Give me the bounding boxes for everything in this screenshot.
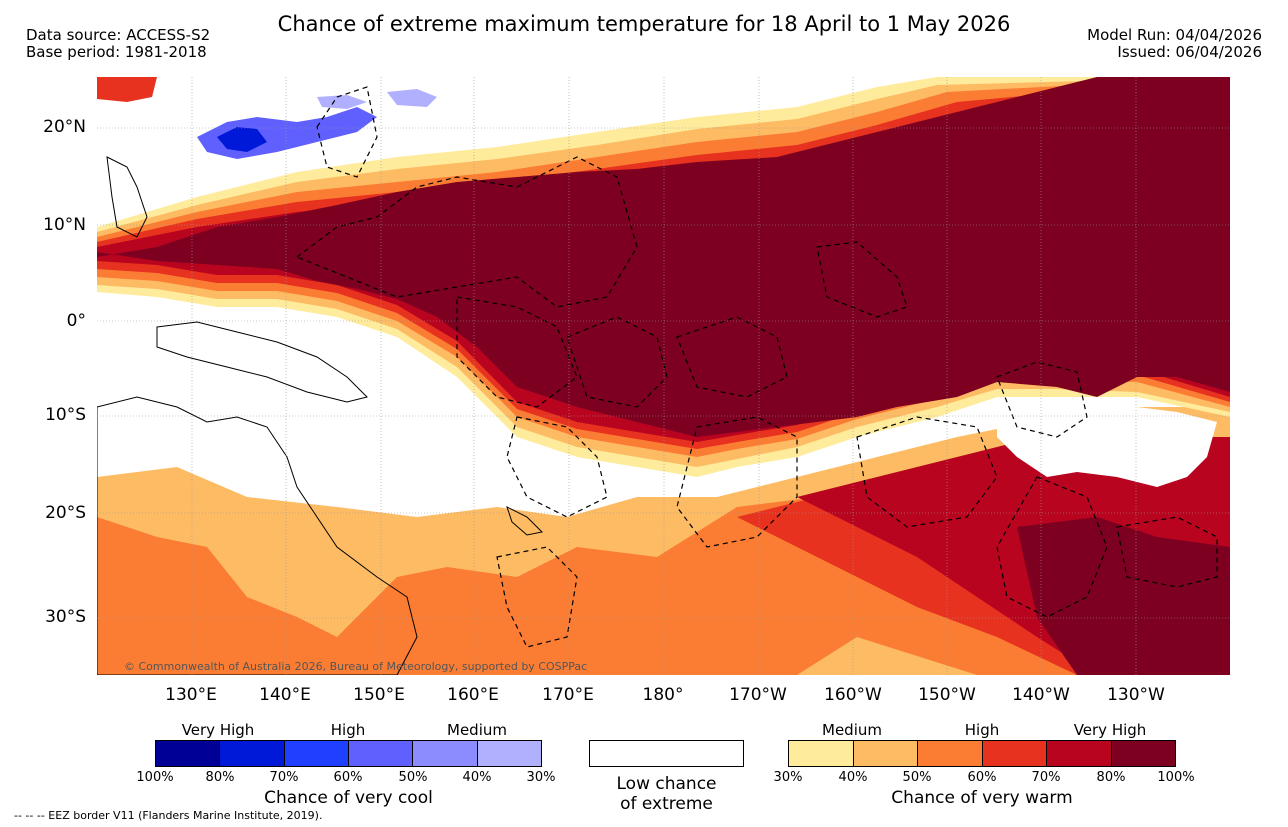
warm-category-medium: Medium	[822, 721, 882, 739]
warm-tick: 100%	[1157, 770, 1195, 785]
eez-border	[496, 546, 578, 648]
lon-label-130e: 130°E	[165, 685, 217, 705]
cool-region-light	[317, 89, 437, 109]
warm-tick: 70%	[1031, 770, 1061, 785]
lat-label-20n: 20°N	[43, 117, 86, 137]
cool-category-very-high: Very High	[181, 721, 255, 739]
low-chance-east	[997, 397, 1217, 487]
eez-footnote: -- -- -- EEZ border V11 (Flanders Marine…	[14, 809, 323, 822]
warm-swatch	[1047, 741, 1112, 766]
lon-label-170w: 170°W	[729, 685, 787, 705]
eez-border	[566, 316, 668, 408]
lon-label-140e: 140°E	[259, 685, 311, 705]
warm-legend-title: Chance of very warm	[891, 788, 1073, 808]
cool-swatch	[348, 741, 414, 766]
warm-region-southeast-dark	[1017, 517, 1230, 675]
eez-border	[996, 361, 1088, 438]
warm-colorbar	[788, 740, 1176, 767]
landmass-philippines	[106, 156, 148, 238]
eez-border	[676, 416, 798, 548]
warm-region-northwest	[97, 77, 157, 102]
lat-label-0: 0°	[66, 311, 86, 331]
map-canvas	[96, 77, 1230, 676]
cool-swatch	[477, 741, 541, 766]
cool-swatch	[284, 741, 349, 766]
source-info: Data source: ACCESS-S2 Base period: 1981…	[26, 27, 210, 61]
cool-tick: 30%	[526, 770, 556, 785]
eez-border	[506, 416, 608, 518]
cool-tick: 100%	[136, 770, 174, 785]
eez-border	[816, 241, 908, 318]
cool-tick: 40%	[462, 770, 492, 785]
lon-label-150e: 150°E	[353, 685, 405, 705]
warm-tick: 30%	[773, 770, 803, 785]
cool-tick: 50%	[398, 770, 428, 785]
eez-border	[295, 156, 638, 308]
warm-swatch	[918, 741, 983, 766]
lon-label-140w: 140°W	[1012, 685, 1070, 705]
lat-label-20s: 20°S	[45, 503, 86, 523]
landmass-australia	[96, 396, 418, 676]
cool-tick: 70%	[269, 770, 299, 785]
lat-label-10s: 10°S	[45, 405, 86, 425]
cool-tick: 60%	[333, 770, 363, 785]
graticule	[97, 77, 1230, 675]
lon-label-160w: 160°W	[824, 685, 882, 705]
cool-tick: 80%	[205, 770, 235, 785]
warm-swatch	[789, 741, 854, 766]
lon-label-160e: 160°E	[447, 685, 499, 705]
forecast-map	[96, 77, 1230, 676]
cool-swatch	[220, 741, 285, 766]
warm-tick: 50%	[902, 770, 932, 785]
copyright-notice: © Commonwealth of Australia 2026, Bureau…	[124, 660, 588, 673]
eez-borders	[295, 86, 1218, 648]
lat-label-30s: 30°S	[45, 607, 86, 627]
eez-border	[676, 316, 788, 398]
lon-label-150w: 150°W	[918, 685, 976, 705]
run-info: Model Run: 04/04/2026 Issued: 06/04/2026	[1087, 27, 1262, 61]
data-source: Data source: ACCESS-S2	[26, 26, 211, 44]
landmass-new-caledonia	[506, 506, 544, 536]
neutral-swatch	[589, 740, 744, 767]
lon-label-180: 180°	[642, 685, 684, 705]
map-title: Chance of extreme maximum temperature fo…	[277, 12, 1011, 36]
cool-region-core	[217, 127, 267, 152]
issued-date: Issued: 06/04/2026	[1117, 43, 1262, 61]
warm-tick: 40%	[838, 770, 868, 785]
cool-legend-title: Chance of very cool	[264, 788, 433, 808]
cool-swatch	[413, 741, 478, 766]
lon-label-170e: 170°E	[542, 685, 594, 705]
eez-border	[856, 416, 998, 528]
eez-border	[456, 296, 578, 408]
eez-border	[316, 86, 378, 178]
base-period: Base period: 1981-2018	[26, 43, 207, 61]
warm-tick: 60%	[967, 770, 997, 785]
neutral-label-line2: of extreme	[620, 794, 713, 814]
warm-tick: 80%	[1096, 770, 1126, 785]
warm-swatch	[1111, 741, 1175, 766]
landmass-new-guinea	[156, 321, 368, 403]
lon-label-130w: 130°W	[1107, 685, 1165, 705]
cool-category-medium: Medium	[447, 721, 507, 739]
cool-colorbar	[155, 740, 542, 767]
eez-border	[996, 476, 1108, 618]
warm-category-high: High	[964, 721, 1000, 739]
warm-swatch	[982, 741, 1047, 766]
neutral-legend-label: Low chance of extreme	[589, 774, 744, 814]
cool-swatch	[156, 741, 221, 766]
warm-swatch	[853, 741, 918, 766]
cool-category-high: High	[330, 721, 366, 739]
model-run: Model Run: 04/04/2026	[1087, 26, 1262, 44]
warm-category-very-high: Very High	[1073, 721, 1147, 739]
lat-label-10n: 10°N	[43, 215, 86, 235]
neutral-label-line1: Low chance	[616, 774, 717, 794]
eez-border	[1116, 516, 1218, 588]
